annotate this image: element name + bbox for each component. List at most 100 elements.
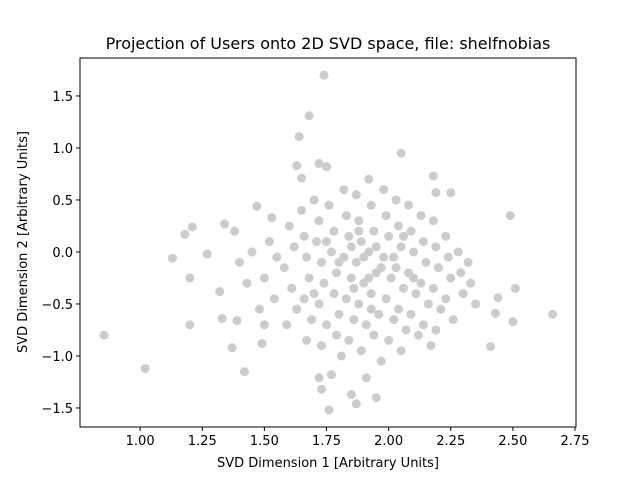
x-tick-label: 1.75 xyxy=(312,434,341,449)
point xyxy=(284,221,294,231)
point xyxy=(411,289,421,299)
point xyxy=(381,211,391,221)
point xyxy=(309,289,319,299)
point xyxy=(466,278,476,288)
point xyxy=(247,247,257,257)
point xyxy=(215,286,225,296)
point xyxy=(418,320,428,330)
point xyxy=(399,283,409,293)
point xyxy=(418,237,428,247)
point xyxy=(140,363,150,373)
point xyxy=(364,273,374,283)
point xyxy=(319,70,329,80)
point xyxy=(354,226,364,236)
point xyxy=(379,185,389,195)
y-axis-label: SVD Dimension 2 [Arbitrary Units] xyxy=(16,131,31,353)
x-tick-label: 1.50 xyxy=(250,434,279,449)
point xyxy=(252,201,262,211)
point xyxy=(331,268,341,278)
point xyxy=(431,325,441,335)
point xyxy=(406,309,416,319)
point xyxy=(314,216,324,226)
point xyxy=(240,367,250,377)
point xyxy=(505,211,515,221)
point xyxy=(384,335,394,345)
point xyxy=(374,309,384,319)
point xyxy=(361,320,371,330)
point xyxy=(299,294,309,304)
point xyxy=(426,341,436,351)
x-tick-label: 2.25 xyxy=(436,434,465,449)
point xyxy=(384,231,394,241)
point xyxy=(329,226,339,236)
point xyxy=(431,188,441,198)
point xyxy=(299,231,309,241)
point xyxy=(279,263,289,273)
point xyxy=(304,273,314,283)
point xyxy=(317,257,327,267)
point xyxy=(446,188,456,198)
x-tick-label: 2.75 xyxy=(561,434,590,449)
point xyxy=(272,252,282,262)
point xyxy=(354,216,364,226)
point xyxy=(232,316,242,326)
point xyxy=(391,195,401,205)
point xyxy=(508,317,518,327)
y-tick-label: −1.0 xyxy=(41,350,73,365)
point xyxy=(446,273,456,283)
point xyxy=(242,278,252,288)
point xyxy=(220,219,230,229)
point xyxy=(302,252,312,262)
point xyxy=(227,343,237,353)
point xyxy=(431,242,441,252)
point xyxy=(304,111,314,121)
y-tick-label: −1.5 xyxy=(41,402,73,417)
point xyxy=(339,185,349,195)
point xyxy=(351,257,361,267)
point xyxy=(336,351,346,361)
point xyxy=(344,231,354,241)
point xyxy=(235,257,245,267)
x-tick-label: 2.50 xyxy=(498,434,527,449)
point xyxy=(413,330,423,340)
point xyxy=(217,314,227,324)
point xyxy=(257,338,267,348)
point xyxy=(379,252,389,262)
point xyxy=(341,211,351,221)
point xyxy=(267,213,277,223)
point xyxy=(324,200,334,210)
point xyxy=(396,148,406,158)
point xyxy=(334,257,344,267)
y-tick-label: 0.0 xyxy=(52,246,73,261)
point xyxy=(448,315,458,325)
point xyxy=(289,242,299,252)
point xyxy=(428,216,438,226)
point xyxy=(314,159,324,169)
point xyxy=(356,346,366,356)
point xyxy=(180,229,190,239)
point xyxy=(331,330,341,340)
point xyxy=(548,309,558,319)
point xyxy=(441,231,451,241)
point xyxy=(269,294,279,304)
point xyxy=(421,257,431,267)
point xyxy=(302,335,312,345)
point xyxy=(264,237,274,247)
point xyxy=(376,263,386,273)
point xyxy=(396,242,406,252)
point xyxy=(349,283,359,293)
point xyxy=(371,242,381,252)
point xyxy=(394,304,404,314)
point xyxy=(366,304,376,314)
point xyxy=(322,237,332,247)
point xyxy=(230,226,240,236)
point xyxy=(371,393,381,403)
point xyxy=(185,320,195,330)
point xyxy=(354,299,364,309)
point xyxy=(471,299,481,309)
point xyxy=(406,226,416,236)
point xyxy=(314,299,324,309)
point xyxy=(292,304,302,314)
point xyxy=(314,373,324,383)
